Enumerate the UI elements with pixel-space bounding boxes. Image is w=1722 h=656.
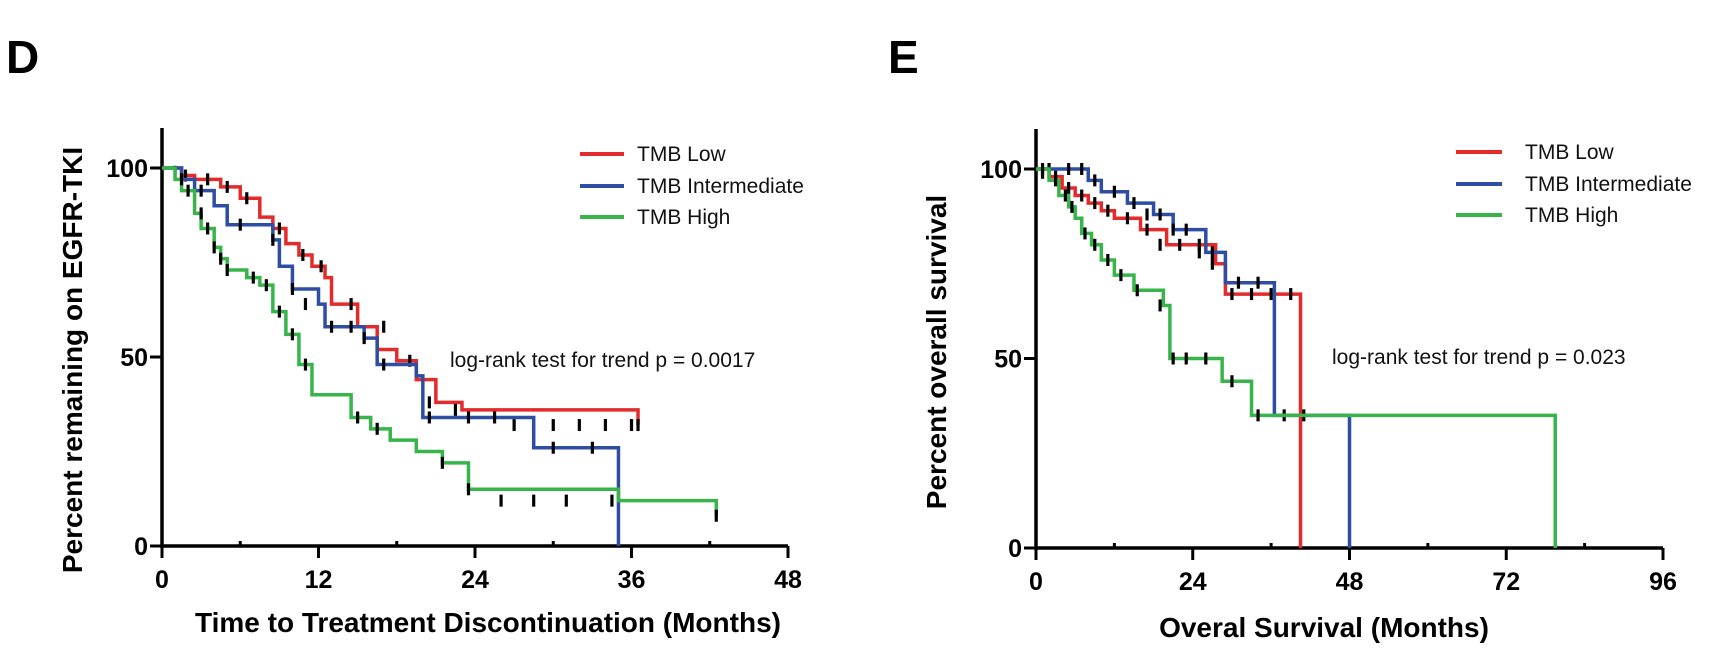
legend: TMB Low TMB Intermediate TMB High	[580, 143, 804, 229]
x-tick-label: 24	[461, 566, 489, 594]
legend-item: TMB High	[1456, 204, 1618, 227]
legend-item: TMB High	[580, 206, 730, 229]
panel-d: D Percent remaining on EGFR-TKI Time to …	[6, 31, 804, 638]
x-tick-label: 48	[774, 566, 802, 594]
y-tick-label: 50	[120, 344, 148, 372]
series-line	[1036, 167, 1352, 548]
legend: TMB Low TMB Intermediate TMB High	[1456, 141, 1692, 227]
x-tick-label: 24	[1179, 568, 1207, 596]
y-tick-label: 100	[980, 156, 1022, 184]
x-axis-title: Time to Treatment Discontinuation (Month…	[195, 607, 781, 638]
legend-label: TMB Low	[637, 143, 727, 166]
series-line	[162, 166, 621, 546]
x-tick-label: 0	[1029, 568, 1043, 596]
y-tick-label: 50	[994, 346, 1022, 374]
panel-label-e: E	[888, 31, 919, 83]
series-layer	[162, 165, 719, 546]
legend-label: TMB Intermediate	[637, 175, 804, 198]
legend-item: TMB Low	[580, 143, 727, 166]
legend-label: TMB High	[637, 206, 730, 229]
y-tick-label: 100	[106, 155, 148, 183]
series-line	[162, 166, 640, 426]
legend-item: TMB Low	[1456, 141, 1615, 164]
log-rank-annotation: log-rank test for trend p = 0.0017	[450, 349, 755, 372]
legend-item: TMB Intermediate	[1456, 173, 1692, 196]
log-rank-annotation: log-rank test for trend p = 0.023	[1332, 346, 1626, 369]
panel-e: E Percent overall survival Overal Surviv…	[888, 31, 1692, 643]
x-tick-label: 36	[618, 566, 646, 594]
y-tick-label: 0	[1008, 535, 1022, 563]
legend-label: TMB Intermediate	[1525, 173, 1692, 196]
x-tick-label: 0	[155, 566, 169, 594]
series-line	[1036, 167, 1303, 548]
x-tick-label: 12	[305, 566, 333, 594]
legend-label: TMB Low	[1525, 141, 1615, 164]
axes: 0 12 24 36 48 0 50 100	[106, 128, 802, 594]
series-line	[162, 166, 719, 516]
x-tick-label: 96	[1649, 568, 1677, 596]
panel-label-d: D	[6, 31, 39, 83]
x-tick-label: 48	[1336, 568, 1364, 596]
legend-item: TMB Intermediate	[580, 175, 804, 198]
x-axis-title: Overal Survival (Months)	[1159, 612, 1489, 643]
series-layer	[1036, 163, 1557, 548]
y-tick-label: 0	[134, 533, 148, 561]
y-axis-title: Percent remaining on EGFR-TKI	[57, 147, 88, 573]
y-axis-title: Percent overall survival	[921, 195, 952, 509]
legend-label: TMB High	[1525, 204, 1618, 227]
x-tick-label: 72	[1492, 568, 1520, 596]
